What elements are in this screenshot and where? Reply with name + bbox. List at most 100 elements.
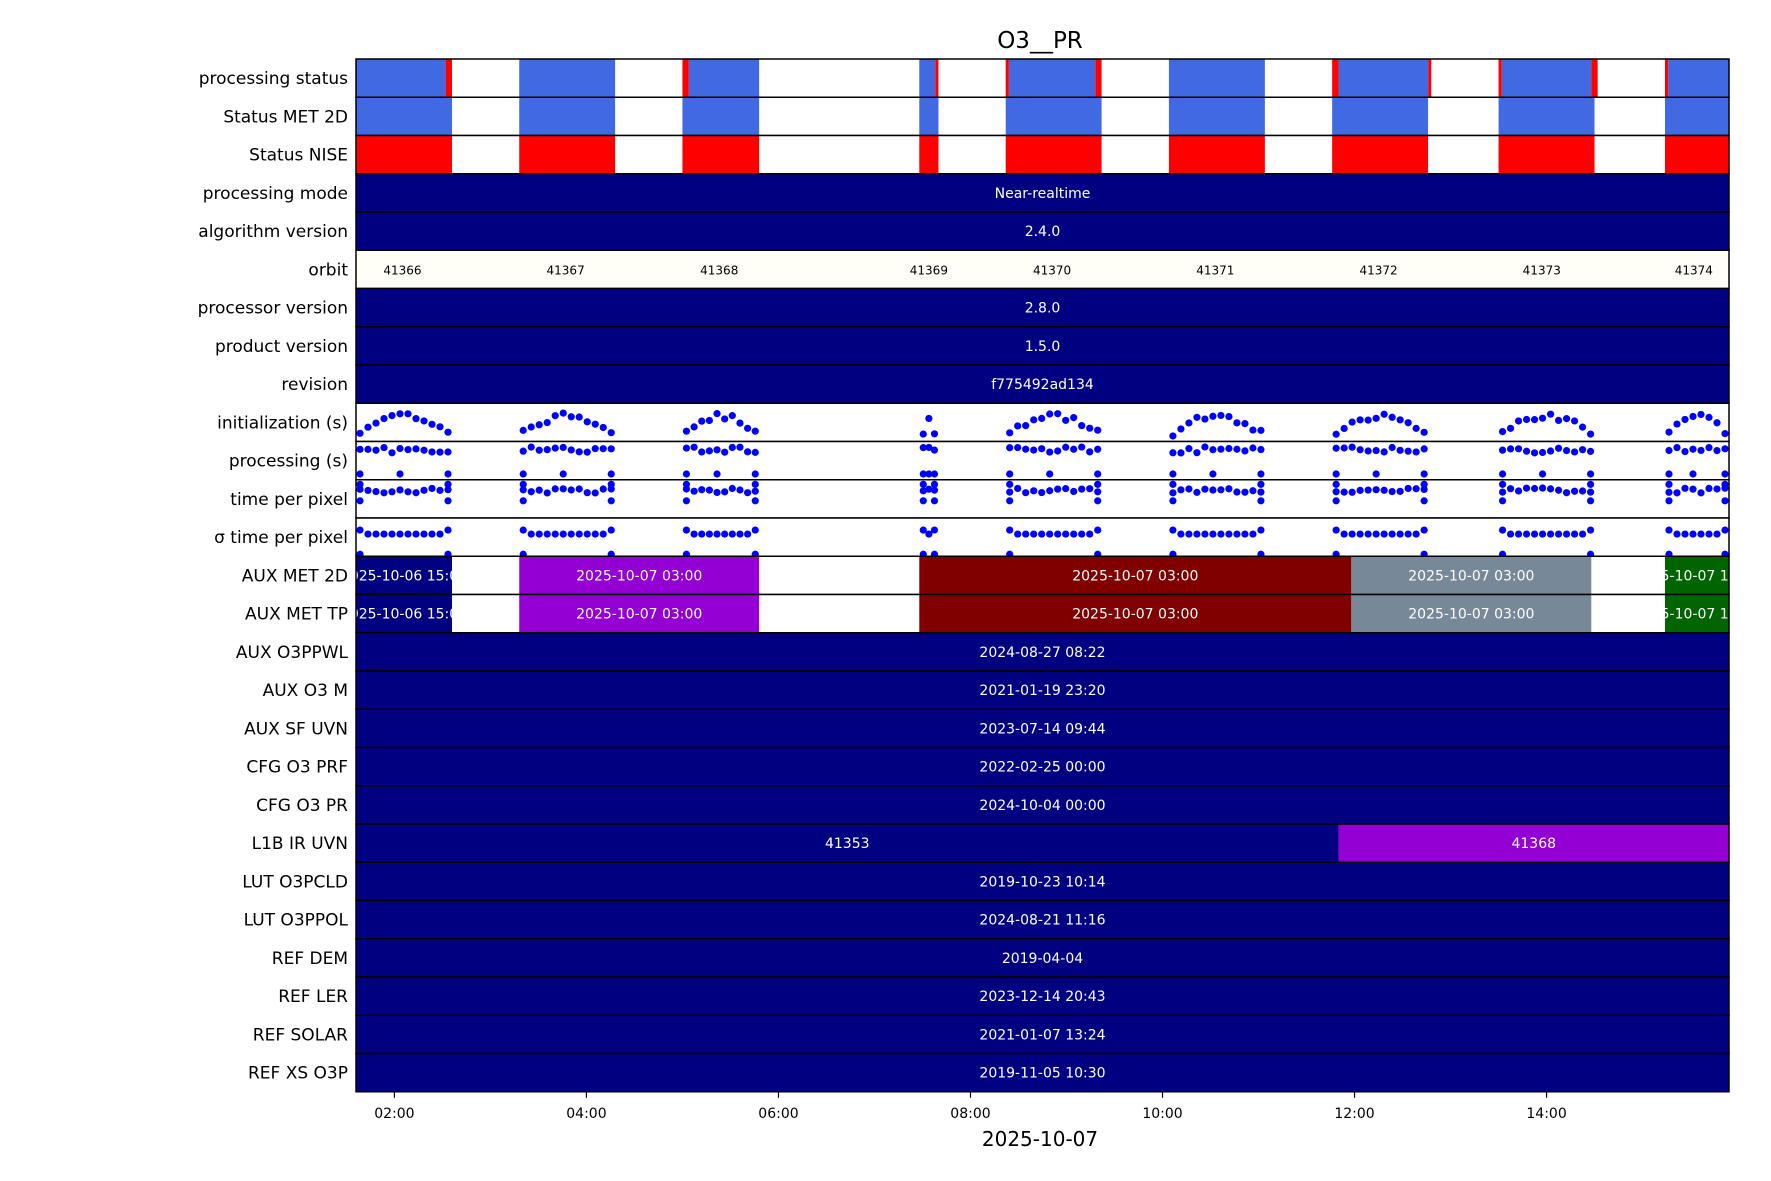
orbit-label: 41367 [547,263,585,277]
data-point [535,421,543,429]
data-point [599,530,607,538]
data-point [388,530,396,538]
segment [1594,135,1665,174]
data-point [1721,430,1729,438]
segment-label: 41368 [1511,836,1556,852]
data-point [1257,470,1265,478]
segment [919,97,939,136]
row-label: product version [215,337,348,357]
data-point [1094,480,1102,488]
data-point [436,486,444,494]
segment-label: 2024-10-04 00:00 [979,798,1105,814]
segment-label: 2021-01-07 13:24 [979,1027,1105,1043]
data-point [1705,443,1713,452]
data-point [1372,486,1380,494]
data-point [1705,530,1713,538]
row-0 [355,58,1730,98]
segment [1428,135,1499,174]
data-point [1562,530,1571,538]
data-point [1356,530,1364,538]
data-point [1348,488,1356,496]
data-point [1554,416,1563,425]
data-point [380,530,388,538]
data-point [736,443,744,451]
data-point [1586,526,1595,534]
data-point [1070,445,1078,453]
segment [356,671,1729,710]
data-point [1086,424,1094,432]
data-point [1094,445,1102,453]
data-point [583,489,591,497]
data-point [607,526,615,534]
segment [356,938,1729,977]
data-point [1217,486,1225,494]
data-point [736,419,744,427]
data-point [1498,497,1507,505]
segment-label: 2023-07-14 09:44 [979,721,1105,737]
segment [452,135,520,174]
data-point [1546,530,1555,538]
segment [356,747,1729,786]
data-point [1169,432,1177,440]
data-point [1538,530,1547,538]
data-point [1062,530,1070,538]
data-point [1062,416,1070,424]
row-background [356,250,1729,289]
data-point [1257,480,1265,488]
data-point [1030,416,1038,424]
data-point [519,447,527,455]
data-point [380,489,388,497]
data-point [1094,497,1102,505]
segment [356,135,453,174]
data-point [559,409,567,417]
data-point [1388,443,1396,452]
data-point [1404,484,1412,493]
segment [356,212,1729,251]
segment [1351,594,1592,633]
data-point [751,448,759,456]
segment [1338,824,1729,863]
data-point [559,485,567,493]
data-point [1412,530,1420,538]
data-point [1249,426,1257,434]
segment [1101,97,1169,136]
data-point [567,486,575,494]
data-point [751,526,759,534]
data-point [1070,530,1078,538]
data-point [1054,530,1062,538]
x-axis-label: 2025-10-07 [982,1127,1098,1151]
data-point [1665,497,1673,505]
data-point [1257,426,1265,434]
segment [1168,59,1265,98]
data-point [1332,444,1340,452]
data-point [412,445,420,453]
data-point [396,530,404,538]
segment [519,97,616,136]
data-point [356,485,364,493]
row-label: REF DEM [272,949,348,969]
data-point [1046,410,1054,418]
data-point [575,413,583,421]
segment [1498,135,1595,174]
data-point [682,427,691,435]
data-point [713,410,721,418]
data-point [575,530,583,538]
row-labels: processing status Status MET 2D Status NIS… [198,69,349,1084]
data-point [705,486,713,494]
data-point [1233,530,1241,538]
data-point [1705,413,1713,421]
data-point [543,489,551,497]
segment [682,97,760,136]
data-point [1713,530,1721,538]
segment [615,59,683,98]
segment [356,594,453,633]
segment-label: 2025-10-07 15:00 [1634,607,1760,623]
data-point [420,486,428,494]
segment [759,135,920,174]
data-point [751,470,759,478]
row-label: AUX MET TP [245,605,348,625]
data-point [444,470,452,478]
data-point [1364,530,1372,538]
data-point [1209,530,1217,538]
data-point [744,424,752,432]
